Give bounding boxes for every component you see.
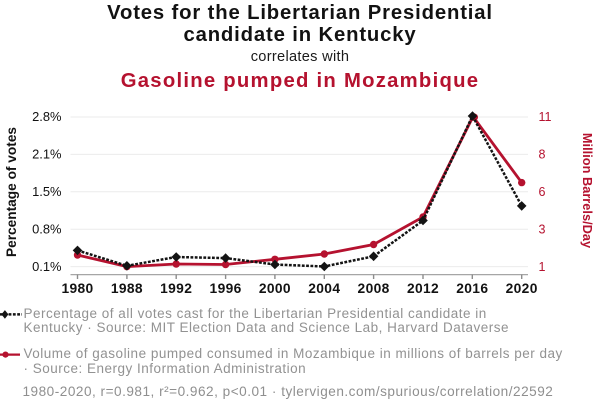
svg-text:6: 6: [539, 185, 546, 199]
svg-text:1988: 1988: [111, 281, 143, 296]
svg-text:2.1%: 2.1%: [32, 147, 61, 162]
svg-text:11: 11: [539, 110, 552, 124]
svg-text:2008: 2008: [358, 281, 390, 296]
svg-text:2016: 2016: [456, 281, 488, 296]
svg-text:0.8%: 0.8%: [32, 221, 61, 236]
svg-text:Percentage of votes: Percentage of votes: [4, 127, 19, 257]
svg-text:2020: 2020: [506, 281, 538, 296]
svg-text:1992: 1992: [160, 281, 192, 296]
svg-text:8: 8: [539, 148, 546, 162]
svg-text:0.1%: 0.1%: [32, 259, 61, 274]
svg-text:2004: 2004: [308, 281, 340, 296]
svg-text:1: 1: [539, 260, 546, 274]
svg-text:2012: 2012: [407, 281, 439, 296]
svg-text:3: 3: [539, 222, 546, 236]
svg-text:2000: 2000: [259, 281, 291, 296]
svg-text:1980: 1980: [61, 281, 93, 296]
svg-text:Million Barrels/Day: Million Barrels/Day: [580, 133, 595, 249]
svg-text:2.8%: 2.8%: [32, 109, 61, 124]
svg-text:1.5%: 1.5%: [32, 184, 61, 199]
svg-text:1996: 1996: [210, 281, 242, 296]
